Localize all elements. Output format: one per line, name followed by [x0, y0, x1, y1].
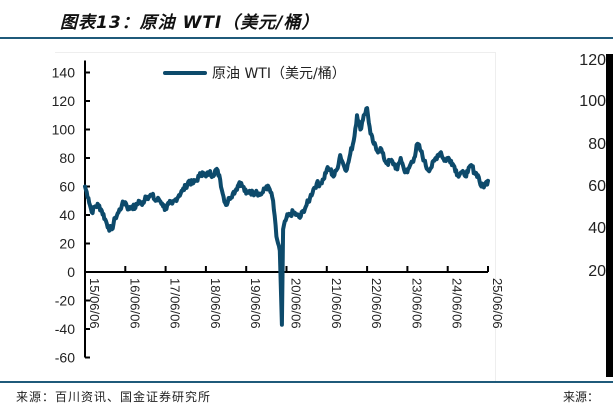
right-y-tick-label: 120 [579, 52, 606, 69]
right-y-tick-label: 60 [588, 178, 606, 195]
y-tick-label: 120 [52, 93, 76, 109]
y-tick-label: 60 [59, 179, 75, 195]
right-y-tick-label: 40 [588, 220, 606, 237]
right-y-tick-label: 100 [579, 93, 606, 110]
right-y-tick-label: 80 [588, 136, 606, 153]
wti-series-line [83, 106, 490, 327]
y-tick-label: 20 [59, 236, 75, 252]
x-tick-label: 25/06/06 [490, 278, 505, 329]
cropped-panel-edge [606, 54, 613, 377]
x-tick-label: 16/06/06 [127, 278, 142, 329]
right-y-tick-label: 20 [588, 263, 606, 280]
x-tick-label: 21/06/06 [329, 278, 344, 329]
y-tick-label: 140 [52, 65, 76, 81]
bottom-rule [0, 381, 613, 383]
legend-label: 原油 WTI（美元/桶） [212, 66, 346, 82]
y-tick-label: 40 [59, 207, 75, 223]
source-note-right: 来源： [563, 390, 600, 404]
y-tick-label: 100 [52, 122, 76, 138]
source-note: 来源：百川资讯、国金证券研究所 [16, 390, 212, 404]
x-tick-label: 15/06/06 [87, 278, 102, 329]
y-tick-label: -40 [55, 321, 75, 337]
y-tick-label: 0 [67, 264, 75, 280]
plot-frame [55, 52, 496, 383]
x-tick-label: 18/06/06 [208, 278, 223, 329]
x-tick-label: 24/06/06 [450, 278, 465, 329]
legend: 原油 WTI（美元/桶） [163, 66, 346, 82]
y-tick-label: 80 [59, 150, 75, 166]
x-tick-label: 17/06/06 [168, 278, 183, 329]
x-tick-label: 22/06/06 [369, 278, 384, 329]
top-rule [0, 37, 613, 39]
x-tick-label: 23/06/06 [409, 278, 424, 329]
x-tick-label: 20/06/06 [289, 278, 304, 329]
chart-title: 图表13：原油 WTI（美元/桶） [60, 13, 320, 33]
y-tick-label: -20 [55, 293, 75, 309]
y-tick-label: -60 [55, 350, 75, 366]
x-tick-label: 19/06/06 [248, 278, 263, 329]
